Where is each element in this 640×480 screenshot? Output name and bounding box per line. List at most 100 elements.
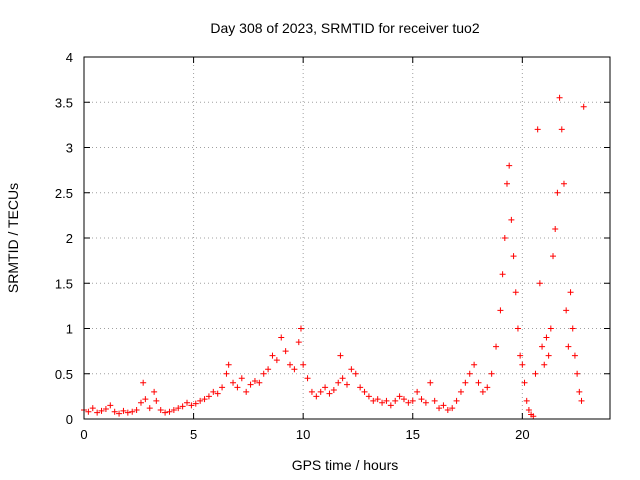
data-point xyxy=(205,393,212,400)
y-tick-label: 3.5 xyxy=(55,95,73,110)
data-point xyxy=(510,253,517,260)
data-point xyxy=(330,387,337,394)
data-point xyxy=(251,377,258,384)
data-point xyxy=(85,408,92,415)
data-point xyxy=(256,379,263,386)
data-point xyxy=(503,180,510,187)
data-point xyxy=(536,280,543,287)
data-point xyxy=(499,271,506,278)
data-point xyxy=(396,393,403,400)
data-point xyxy=(517,352,524,359)
data-point xyxy=(243,388,250,395)
data-point xyxy=(530,413,537,420)
data-point xyxy=(94,409,101,416)
data-point xyxy=(273,357,280,364)
data-point xyxy=(184,399,191,406)
data-point xyxy=(291,366,298,373)
data-point xyxy=(427,379,434,386)
data-point xyxy=(431,397,438,404)
data-point xyxy=(525,406,532,413)
data-point xyxy=(374,396,381,403)
data-point xyxy=(523,397,530,404)
data-point xyxy=(192,400,199,407)
data-point xyxy=(247,381,254,388)
data-point xyxy=(98,407,105,414)
data-point xyxy=(488,370,495,377)
data-point xyxy=(497,307,504,314)
data-point xyxy=(326,390,333,397)
data-point xyxy=(405,399,412,406)
data-point xyxy=(322,384,329,391)
data-point xyxy=(337,352,344,359)
x-axis-label: GPS time / hours xyxy=(292,457,399,473)
data-point xyxy=(418,396,425,403)
data-point xyxy=(238,375,245,382)
data-point xyxy=(580,103,587,110)
data-point xyxy=(120,407,127,414)
data-point xyxy=(409,397,416,404)
data-point xyxy=(188,402,195,409)
data-point xyxy=(357,384,364,391)
data-point xyxy=(124,409,131,416)
data-point xyxy=(543,334,550,341)
data-point xyxy=(521,379,528,386)
data-point xyxy=(157,406,164,413)
data-point xyxy=(219,384,226,391)
data-point xyxy=(348,366,355,373)
data-point xyxy=(151,388,158,395)
axis-ticks: 0 5 10 15 20 0 0.5 1 1.5 2 2.5 3 3.5 4 xyxy=(55,50,610,442)
data-point xyxy=(501,235,508,241)
data-point xyxy=(116,410,123,417)
data-point xyxy=(569,325,576,332)
data-point xyxy=(339,375,346,382)
y-tick-label: 4 xyxy=(66,50,73,65)
data-point xyxy=(576,388,583,395)
data-point xyxy=(436,405,443,412)
data-point xyxy=(295,339,302,346)
data-point xyxy=(225,361,232,368)
data-point xyxy=(479,388,486,395)
data-point xyxy=(547,325,554,332)
data-point xyxy=(234,384,241,391)
data-point xyxy=(552,225,559,232)
data-point xyxy=(466,370,473,377)
chart-title: Day 308 of 2023, SRMTID for receiver tuo… xyxy=(210,20,479,36)
data-point xyxy=(365,393,372,400)
data-point xyxy=(210,388,217,395)
data-point xyxy=(440,402,447,409)
data-point xyxy=(137,399,144,406)
x-tick-label: 10 xyxy=(296,427,310,442)
y-tick-label: 1.5 xyxy=(55,276,73,291)
y-tick-label: 3 xyxy=(66,141,73,156)
data-point xyxy=(519,361,526,368)
data-point xyxy=(197,397,204,404)
data-point xyxy=(129,408,136,415)
data-point xyxy=(512,289,519,296)
data-point xyxy=(414,388,421,395)
data-point xyxy=(133,406,140,413)
data-point xyxy=(400,396,407,403)
data-point xyxy=(550,253,557,260)
data-point xyxy=(387,402,394,409)
data-point xyxy=(514,325,521,332)
data-point xyxy=(175,405,182,412)
data-point xyxy=(223,370,230,377)
plot-frame xyxy=(83,56,611,420)
data-point xyxy=(383,397,390,404)
data-point xyxy=(269,352,276,359)
data-point xyxy=(278,334,285,341)
data-point xyxy=(545,352,552,359)
data-point xyxy=(304,375,311,382)
data-point xyxy=(162,409,169,416)
data-point xyxy=(287,361,294,368)
data-point xyxy=(493,343,500,350)
data-points xyxy=(81,94,587,420)
y-tick-label: 0.5 xyxy=(55,367,73,382)
data-point xyxy=(539,343,546,350)
data-point xyxy=(201,396,208,403)
data-point xyxy=(352,370,359,377)
x-tick-label: 0 xyxy=(80,427,87,442)
data-point xyxy=(146,405,153,412)
y-axis-label: SRMTID / TECUs xyxy=(5,183,21,293)
data-point xyxy=(534,126,541,133)
